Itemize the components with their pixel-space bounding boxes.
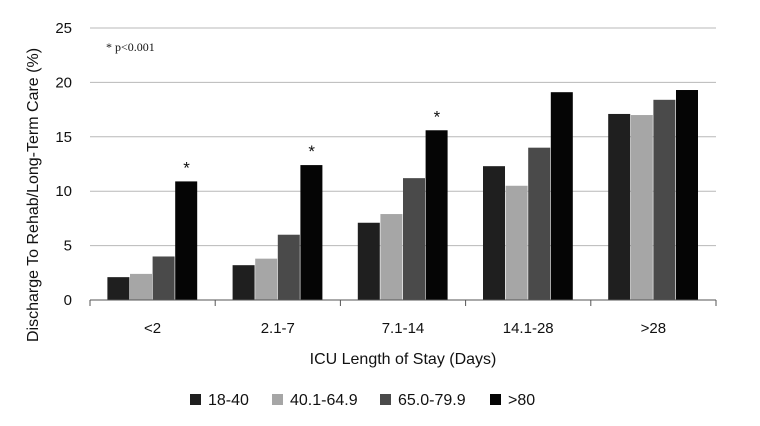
x-tick-label: <2 — [144, 320, 161, 337]
x-tick-label: >28 — [641, 320, 666, 337]
x-tick-label: 2.1-7 — [261, 320, 295, 337]
bar — [483, 166, 505, 300]
bar — [676, 90, 698, 301]
x-axis-title: ICU Length of Stay (Days) — [310, 351, 497, 368]
bar — [380, 214, 403, 300]
y-tick-label: 0 — [64, 292, 72, 309]
bar — [175, 181, 198, 300]
bar — [653, 99, 676, 300]
y-tick-label: 15 — [55, 129, 72, 146]
bar — [357, 222, 380, 300]
legend-label: 40.1-64.9 — [290, 392, 358, 409]
bar — [403, 178, 425, 300]
significance-star: * — [183, 158, 190, 177]
x-tick-label: 7.1-14 — [382, 320, 425, 337]
bar — [608, 113, 631, 301]
significance-markers: * * * — [183, 107, 440, 177]
bar — [255, 258, 278, 300]
y-tick-label: 20 — [55, 74, 72, 91]
y-tick-label: 25 — [55, 20, 72, 37]
y-tick-label: 10 — [55, 183, 72, 200]
legend-swatch — [272, 394, 283, 405]
bar — [528, 147, 551, 300]
x-axis-ticks: <2 2.1-7 7.1-14 14.1-28 >28 — [89, 300, 717, 337]
bar — [550, 92, 573, 300]
legend-label: 18-40 — [208, 392, 249, 409]
bar — [277, 234, 300, 300]
bar — [152, 256, 175, 300]
legend-label: 65.0-79.9 — [398, 392, 466, 409]
bar — [107, 277, 130, 300]
legend-swatch — [380, 394, 391, 405]
y-axis-title: Discharge To Rehab/Long-Term Care (%) — [25, 48, 42, 342]
y-axis-ticks: 0 5 10 15 20 25 — [55, 20, 72, 309]
significance-star: * — [434, 107, 441, 126]
significance-star: * — [308, 142, 315, 161]
significance-note: * p<0.001 — [106, 40, 155, 54]
bar — [130, 273, 152, 300]
legend-swatch — [490, 394, 501, 405]
y-tick-label: 5 — [64, 238, 72, 255]
bar — [425, 130, 448, 300]
bar — [505, 185, 528, 300]
bars — [107, 90, 698, 301]
bar — [232, 265, 255, 300]
bar — [300, 165, 323, 300]
legend-swatch — [190, 394, 201, 405]
legend: 18-40 40.1-64.9 65.0-79.9 >80 — [190, 392, 535, 409]
x-tick-label: 14.1-28 — [503, 320, 554, 337]
legend-label: >80 — [508, 392, 535, 409]
bar — [630, 115, 653, 300]
